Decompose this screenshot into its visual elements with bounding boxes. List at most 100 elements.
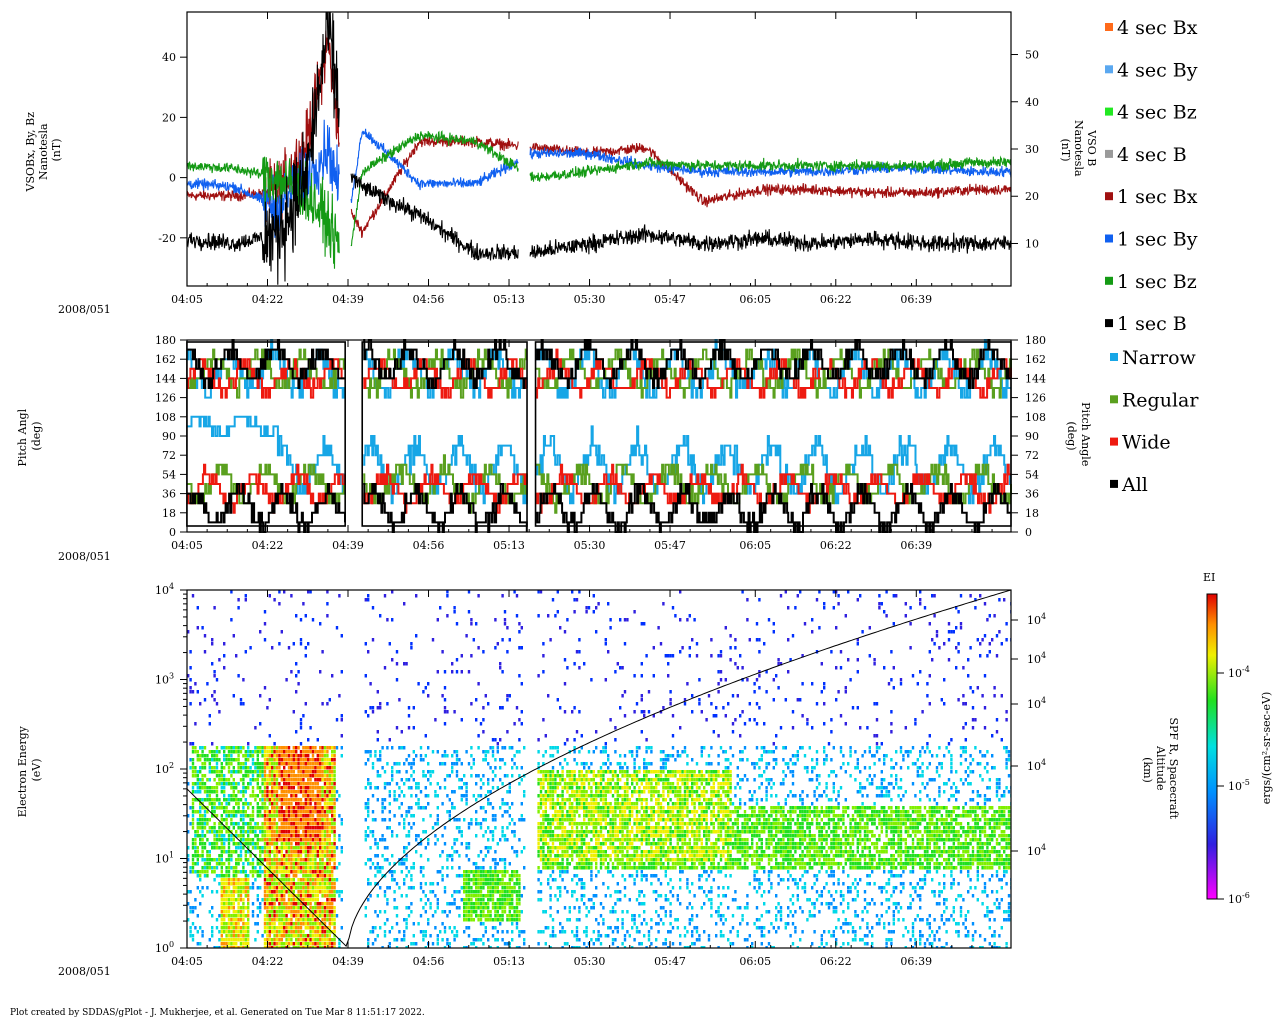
spectrogram-cell (367, 942, 370, 946)
spectrogram-cell (331, 774, 334, 778)
spectrogram-cell (285, 806, 288, 810)
spectrogram-cell (220, 898, 223, 902)
spectrogram-cell (470, 890, 473, 894)
spectrogram-cell (331, 846, 334, 850)
spectrogram-cell (503, 882, 507, 886)
spectrogram-cell (451, 762, 454, 766)
spectrogram-cell (511, 906, 514, 910)
spectrogram-cell (405, 894, 408, 898)
spectrogram-cell (424, 894, 427, 898)
spectrogram-cell (407, 822, 411, 826)
spectrogram-cell (292, 866, 295, 870)
spectrogram-cell (465, 846, 468, 850)
spectrogram-cell (523, 794, 526, 798)
spectrogram-cell (463, 870, 466, 874)
spectrogram-cell (196, 786, 199, 790)
spectrogram-cell (268, 826, 271, 830)
spectrogram-cell (302, 906, 305, 910)
spectrogram-cell (247, 922, 250, 926)
spectrogram-cell (599, 814, 603, 818)
spectrogram-cell (309, 918, 312, 922)
spectrogram-cell (602, 774, 605, 778)
spectrogram-cell (271, 850, 274, 854)
spectrogram-cell (271, 930, 274, 934)
spectrogram-cell (472, 638, 475, 642)
spectrogram-cell (580, 878, 583, 882)
spectrogram-cell (295, 750, 298, 754)
spectrogram-cell (381, 946, 384, 948)
spectrogram-cell (561, 774, 564, 778)
spectrogram-cell (381, 806, 384, 810)
spectrogram-cell (520, 802, 523, 806)
spectrogram-cell (266, 782, 269, 786)
spectrogram-cell (513, 890, 516, 894)
spectrogram-cell (321, 934, 324, 938)
spectrogram-cell (467, 894, 471, 898)
spectrogram-cell (287, 906, 291, 910)
spectrogram-cell (280, 770, 283, 774)
spectrogram-cell (544, 910, 547, 914)
spectrogram-cell (295, 938, 298, 942)
spectrogram-cell (391, 870, 394, 874)
spectrogram-cell (328, 826, 331, 830)
spectrogram-cell (275, 814, 279, 818)
spectrogram-cell (280, 922, 283, 926)
spectrogram-cell (547, 614, 550, 618)
spectrogram-cell (321, 750, 324, 754)
spectrogram-cell (407, 914, 411, 918)
spectrogram-cell (304, 822, 307, 826)
spectrogram-cell (460, 778, 463, 782)
spectrogram-cell (199, 838, 202, 842)
spectrogram-cell (275, 894, 279, 898)
spectrogram-cell (443, 786, 447, 790)
spectrogram-cell (285, 910, 288, 914)
spectrogram-cell (487, 898, 490, 902)
spectrogram-cell (251, 754, 255, 758)
spectrogram-cell (544, 774, 547, 778)
spectrogram-cell (501, 914, 504, 918)
spectrogram-cell (436, 870, 439, 874)
spectrogram-cell (554, 854, 557, 858)
spectrogram-cell (448, 810, 451, 814)
spectrogram-cell (513, 850, 516, 854)
spectrogram-cell (261, 794, 264, 798)
spectrogram-cell (271, 894, 274, 898)
spectrogram-cell (590, 906, 593, 910)
spectrogram-cell (196, 750, 199, 754)
spectrogram-cell (333, 886, 336, 890)
spectrogram-cell (443, 890, 447, 894)
spectrogram-cell (295, 930, 298, 934)
spectrogram-cell (220, 862, 223, 866)
x-tick-label: 05:30 (574, 293, 606, 306)
spectrogram-cell (239, 698, 243, 702)
spectrogram-cell (225, 914, 228, 918)
spectrogram-cell (484, 758, 487, 762)
spectrogram-cell (256, 846, 259, 850)
spectrogram-cell (249, 822, 252, 826)
spectrogram-cell (451, 846, 454, 850)
spectrogram-cell (239, 826, 243, 830)
spectrogram-cell (403, 934, 406, 938)
spectrogram-cell (455, 622, 459, 626)
spectrogram-cell (537, 590, 540, 594)
spectrogram-cell (455, 890, 459, 894)
spectrogram-cell (592, 826, 595, 830)
spectrogram-cell (463, 890, 466, 894)
spectrogram-cell (295, 886, 298, 890)
spectrogram-cell (290, 850, 293, 854)
spectrogram-cell (196, 854, 199, 858)
spectrogram-cell (460, 874, 463, 878)
spectrogram-cell (491, 882, 495, 886)
spectrogram-cell (607, 830, 610, 834)
spectrogram-cell (467, 610, 471, 614)
spectrogram-cell (477, 794, 480, 798)
spectrogram-cell (201, 826, 204, 830)
spectrogram-cell (239, 834, 243, 838)
spectrogram-cell (595, 786, 598, 790)
spectrogram-cell (551, 838, 555, 842)
spectrogram-cell (259, 858, 262, 862)
spectrogram-cell (237, 910, 240, 914)
spectrogram-cell (256, 870, 259, 874)
spectrogram-cell (326, 602, 329, 606)
spectrogram-cell (263, 902, 267, 906)
